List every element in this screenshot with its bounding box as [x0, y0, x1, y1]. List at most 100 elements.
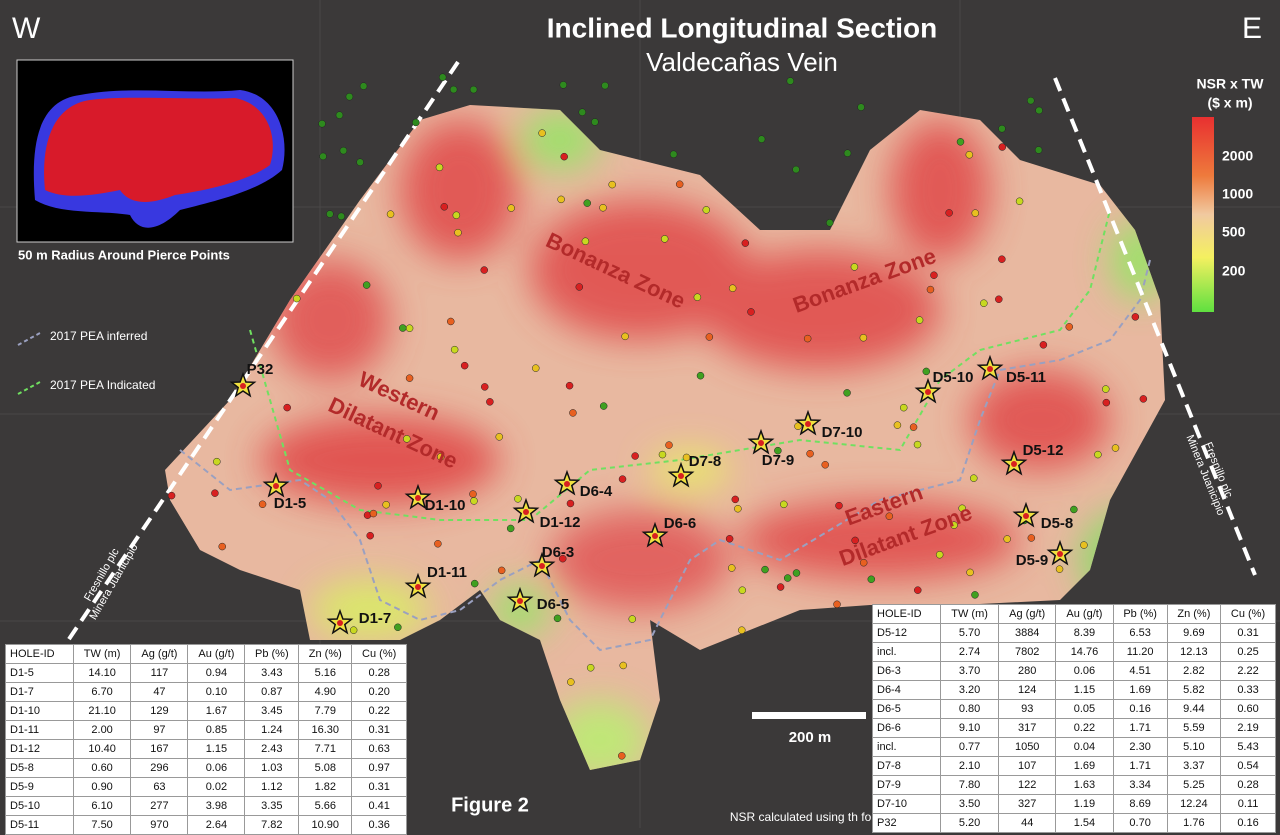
table-cell: 3.45	[244, 701, 300, 721]
pierce-point	[326, 210, 334, 218]
pierce-point	[618, 475, 627, 483]
pierce-point	[405, 324, 414, 332]
pierce-point	[560, 152, 568, 161]
table-cell: 0.36	[351, 815, 407, 835]
title: Inclined Longitudinal Section	[547, 12, 937, 43]
hole-label: D1-12	[540, 514, 581, 531]
table-cell: 6.10	[72, 796, 132, 816]
pierce-point	[792, 569, 801, 577]
pierce-point	[1039, 341, 1048, 349]
pierce-point	[481, 383, 489, 391]
table-cell: 129	[130, 701, 189, 721]
table-cell: 7.50	[72, 815, 132, 835]
table-cell: 0.63	[351, 739, 407, 759]
pierce-point	[738, 586, 747, 594]
pierce-point	[835, 501, 843, 510]
hole-label: D1-5	[274, 495, 307, 512]
pierce-point	[998, 124, 1006, 133]
hole-center	[678, 473, 684, 479]
table-cell: 47	[130, 682, 189, 702]
table-cell: 970	[130, 815, 189, 835]
table-cell: 10.90	[298, 815, 353, 835]
table-row: D1-10 21.10 129 1.67 3.45 7.79 0.22	[5, 701, 407, 721]
pierce-point	[965, 151, 974, 159]
pierce-point	[1003, 535, 1011, 543]
hole-center	[517, 598, 523, 604]
table-cell: 3884	[998, 623, 1057, 643]
pierce-point	[792, 165, 800, 174]
pierce-point	[218, 542, 226, 551]
scale-bar-label: 200 m	[789, 729, 832, 746]
table-cell: D1-12	[5, 739, 74, 759]
pierce-point	[909, 423, 918, 431]
pierce-point	[440, 203, 449, 211]
column-header: Pb (%)	[244, 644, 300, 664]
table-cell: 5.16	[298, 663, 353, 683]
hole-label: D7-8	[689, 453, 722, 470]
table-cell: 1.03	[244, 758, 300, 778]
pierce-point	[675, 180, 684, 188]
pierce-point	[728, 564, 736, 572]
table-cell: D1-5	[5, 663, 74, 683]
pierce-point	[786, 77, 795, 85]
pierce-point	[369, 509, 378, 518]
pierce-point	[725, 535, 734, 543]
table-row: D5-8 0.60 296 0.06 1.03 5.08 0.97	[5, 758, 407, 778]
table-cell: D7-10	[871, 794, 942, 814]
pierce-point	[631, 452, 639, 460]
pierce-point	[935, 550, 944, 559]
pierce-point	[599, 402, 608, 410]
hole-center	[1057, 551, 1063, 557]
table-cell: 0.94	[187, 663, 246, 683]
pierce-point	[774, 446, 782, 455]
assay-table-right: HOLE-ID TW (m) Ag (g/t) Au (g/t) Pb (%) Zn (%…	[871, 604, 1276, 833]
table-cell: 0.54	[1220, 756, 1276, 776]
table-cell: 0.90	[72, 777, 132, 797]
pierce-point	[601, 81, 609, 90]
table-cell: D6-6	[871, 718, 942, 738]
pierce-point	[806, 449, 814, 458]
hole-label: D6-3	[542, 544, 575, 561]
pierce-point	[966, 568, 974, 577]
table-cell: 9.69	[1166, 623, 1222, 643]
table-cell: 1.71	[1112, 756, 1168, 776]
table-cell: 5.59	[1166, 718, 1222, 738]
table-cell: 1.19	[1055, 794, 1114, 814]
pierce-point	[913, 440, 922, 449]
table-cell: 6.70	[72, 682, 132, 702]
table-cell: 7.80	[940, 775, 1000, 795]
pierce-point	[460, 361, 469, 370]
table-cell: 1.82	[298, 777, 353, 797]
scale-bar	[752, 712, 866, 719]
table-cell: 117	[130, 663, 189, 683]
legend-inferred-line	[17, 332, 41, 346]
table-cell: 0.31	[351, 720, 407, 740]
table-cell: 1.12	[244, 777, 300, 797]
table-cell: 7.82	[244, 815, 300, 835]
table-cell: 317	[998, 718, 1057, 738]
pierce-point	[435, 163, 444, 172]
table-row: D5-12 5.70 3884 8.39 6.53 9.69 0.31	[871, 623, 1276, 643]
table-cell: 5.25	[1166, 775, 1222, 795]
assay-table-left: HOLE-ID TW (m) Ag (g/t) Au (g/t) Pb (%) Zn (%…	[5, 644, 407, 835]
table-cell: 0.22	[1055, 718, 1114, 738]
table-cell: incl.	[871, 737, 942, 757]
pierce-point	[608, 180, 616, 189]
pierce-point	[843, 149, 852, 157]
pierce-point	[1065, 323, 1074, 331]
pierce-point	[386, 210, 395, 218]
pierce-point	[497, 566, 506, 575]
hole-label: D1-11	[427, 564, 467, 581]
table-cell: 1050	[998, 737, 1057, 757]
pierce-point	[734, 504, 742, 513]
pierce-point	[538, 129, 546, 137]
pierce-point	[980, 299, 988, 307]
pierce-point	[438, 73, 447, 81]
table-cell: 1.76	[1166, 813, 1222, 833]
table-cell: 1.54	[1055, 813, 1114, 833]
table-cell: 5.70	[940, 623, 1000, 643]
pierce-point	[337, 212, 345, 221]
column-header: HOLE-ID	[871, 604, 942, 624]
pierce-point	[705, 333, 714, 341]
